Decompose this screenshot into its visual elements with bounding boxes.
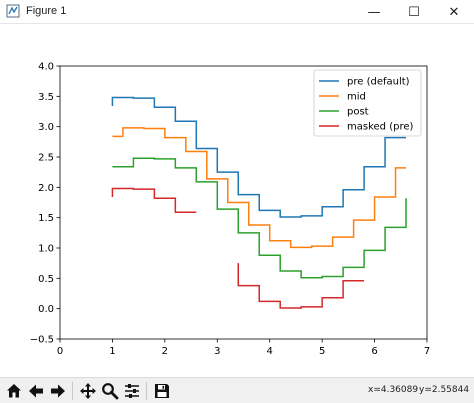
- pan-button[interactable]: [78, 381, 98, 401]
- configure-subplots-button[interactable]: [122, 381, 142, 401]
- y-tick-label: 3.0: [38, 122, 54, 133]
- legend-box: [313, 69, 422, 137]
- legend-label-3: post: [347, 107, 369, 118]
- back-button[interactable]: [26, 381, 46, 401]
- legend-label-4: masked (pre): [347, 122, 413, 133]
- y-tick-label: 0.0: [38, 304, 54, 315]
- cursor-y-readout: y=2.55844: [419, 385, 470, 395]
- pan-icon: [80, 383, 96, 399]
- home-icon: [7, 384, 21, 398]
- series-line-1: [111, 96, 407, 218]
- line-chart[interactable]: 0 1 2 3 4 5 6 7 −0.5 0.0 0.5 1.0 1.5 2.0 2.5 3.0 3.5 4.0 p…: [0, 24, 474, 377]
- y-tick-label: 3.5: [38, 92, 54, 103]
- x-tick-label: 0: [57, 346, 63, 357]
- y-tick-label: 2.5: [38, 153, 54, 164]
- forward-icon: [51, 384, 65, 398]
- toolbar-separator: [146, 382, 147, 400]
- y-tick-label: 4.0: [38, 62, 54, 73]
- figure-canvas[interactable]: 0 1 2 3 4 5 6 7 −0.5 0.0 0.5 1.0 1.5 2.0 2.5 3.0 3.5 4.0 p…: [0, 24, 474, 377]
- zoom-icon: [102, 383, 119, 400]
- y-tick-label: 1.5: [38, 213, 54, 224]
- save-icon: [155, 384, 169, 398]
- close-button[interactable]: ✕: [448, 4, 460, 20]
- toolbar-separator: [72, 382, 73, 400]
- x-tick-label: 3: [214, 346, 220, 357]
- x-tick-label: 6: [371, 346, 377, 357]
- y-tick-label: −0.5: [30, 335, 54, 346]
- home-button[interactable]: [4, 381, 24, 401]
- y-tick-label: 2.0: [38, 183, 54, 194]
- cursor-x-readout: x=4.36089: [368, 385, 419, 395]
- series-line-3: [112, 157, 407, 279]
- window-titlebar[interactable]: Figure 1 — ☐ ✕: [0, 0, 474, 24]
- x-tick-label: 5: [319, 346, 325, 357]
- y-tick-label: 0.5: [38, 274, 54, 285]
- x-tick-label: 4: [267, 346, 273, 357]
- legend-label-2: mid: [347, 92, 366, 103]
- legend-label-1: pre (default): [347, 77, 410, 88]
- x-tick-label: 7: [424, 346, 430, 357]
- navigation-toolbar: x=4.36089 y=2.55844: [0, 377, 474, 403]
- configure-subplots-icon: [125, 384, 139, 398]
- axes-frame: [59, 65, 428, 340]
- app-icon: [6, 4, 20, 18]
- save-button[interactable]: [152, 381, 172, 401]
- maximize-button[interactable]: ☐: [408, 4, 420, 20]
- zoom-button[interactable]: [100, 381, 120, 401]
- minimize-button[interactable]: —: [367, 4, 381, 20]
- x-tick-label: 2: [162, 346, 168, 357]
- back-icon: [29, 384, 43, 398]
- forward-button[interactable]: [48, 381, 68, 401]
- series-line-2: [112, 127, 407, 249]
- x-tick-label: 1: [109, 346, 115, 357]
- y-tick-label: 1.0: [38, 244, 54, 255]
- window-title: Figure 1: [26, 5, 67, 17]
